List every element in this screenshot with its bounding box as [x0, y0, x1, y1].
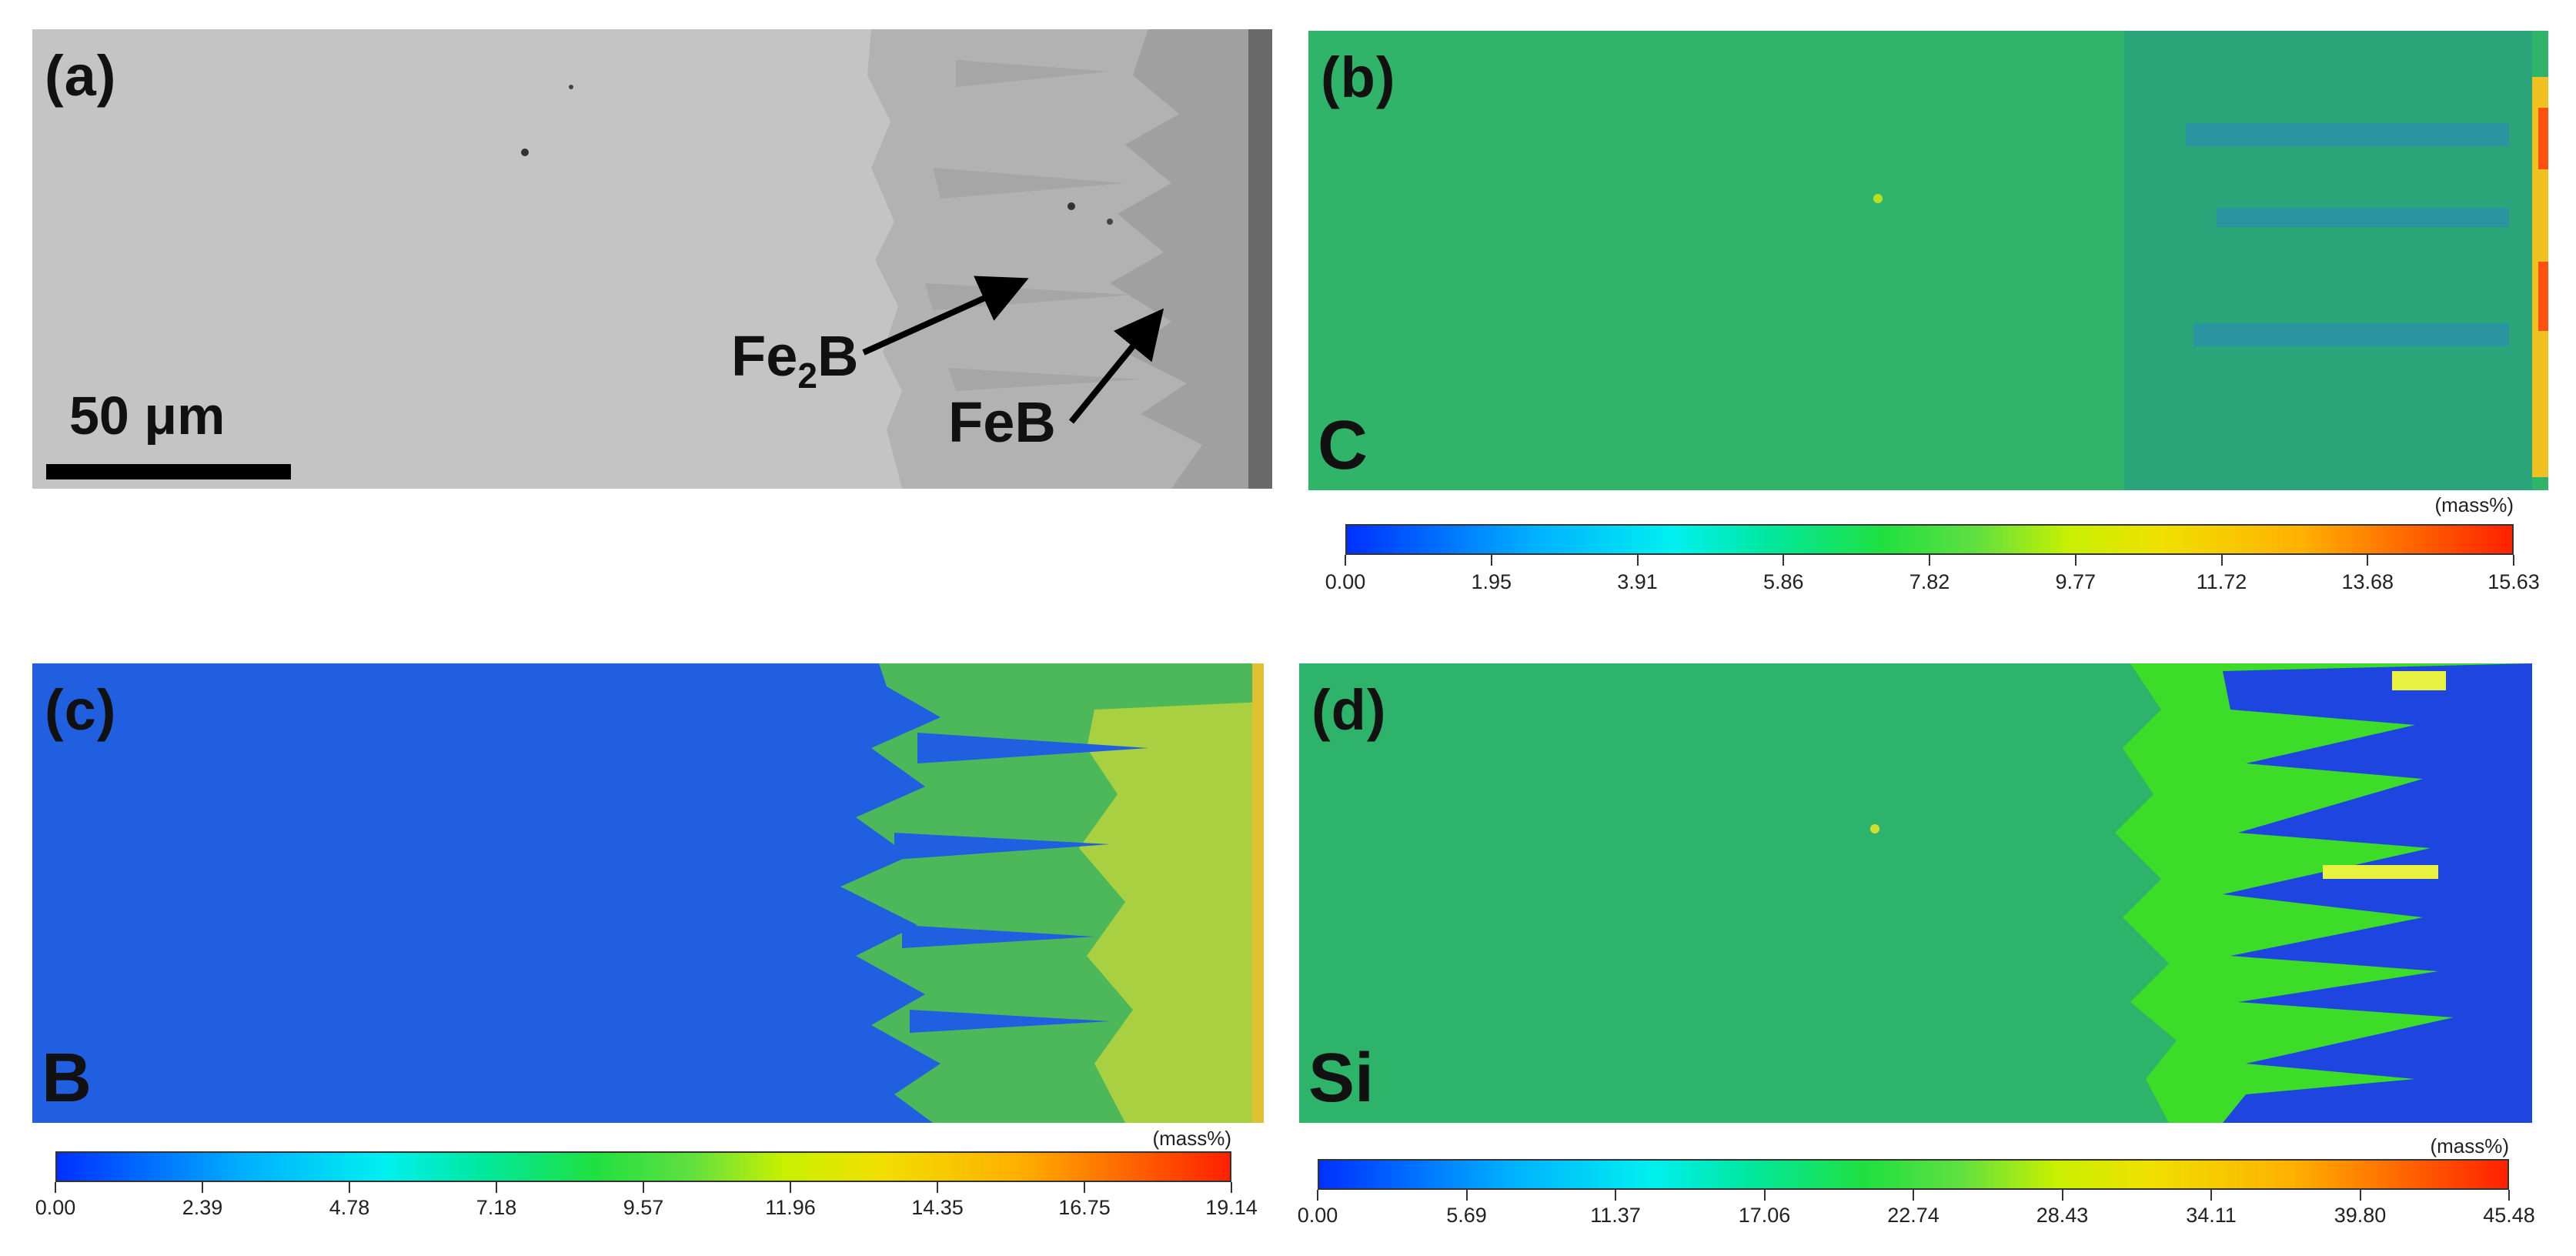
colorbar-tick	[1782, 555, 1785, 566]
colorbar-tick-label: 5.86	[1762, 570, 1804, 593]
boron-map-panel: (c) B	[32, 663, 1264, 1123]
colorbar-tick	[2210, 1190, 2212, 1201]
colorbar-gradient	[1318, 1159, 2509, 1190]
panel-label-d: (d)	[1311, 678, 1387, 742]
colorbar-tick-label: 7.18	[476, 1196, 517, 1219]
colorbar-tick-label: 9.77	[2055, 570, 2097, 593]
colorbar-tick	[2367, 555, 2369, 566]
colorbar-tick	[1465, 1190, 1468, 1201]
colorbar-tick	[2508, 1190, 2510, 1201]
feb-arrow	[1068, 308, 1164, 424]
colorbar-tick-label: 15.63	[2487, 570, 2540, 593]
colorbar-tick-label: 2.39	[182, 1196, 223, 1219]
silicon-colorbar: (mass%) 0.00 5.69 11.37 17.06 22.74 28.43 34.1…	[1298, 1134, 2535, 1227]
colorbar-tick	[1913, 1190, 1914, 1201]
element-label-si: Si	[1308, 1040, 1375, 1117]
panel-label-c: (c)	[45, 678, 117, 742]
colorbar-tick-label: 39.80	[2334, 1204, 2387, 1227]
colorbar-tick	[349, 1182, 350, 1193]
sem-image-panel: (a) 50 μm Fe2B FeB	[32, 29, 1272, 489]
colorbar-unit: (mass%)	[2430, 1134, 2509, 1157]
colorbar-tick	[2061, 1190, 2063, 1201]
colorbar-tick-label: 11.96	[765, 1196, 816, 1219]
colorbar-tick	[790, 1182, 791, 1193]
colorbar-tick-label: 14.35	[911, 1196, 964, 1219]
colorbar-tick	[1615, 1190, 1616, 1201]
colorbar-tick-label: 9.57	[623, 1196, 664, 1219]
colorbar-tick-label: 0.00	[35, 1196, 76, 1219]
colorbar-tick-label: 16.75	[1058, 1196, 1111, 1219]
colorbar-tick	[2074, 555, 2077, 566]
colorbar-tick	[55, 1182, 56, 1193]
sem-image	[32, 29, 1272, 489]
scale-bar	[46, 464, 291, 479]
colorbar-tick-label: 0.00	[1325, 570, 1366, 593]
carbon-colorbar: (mass%) 0.00 1.95 3.91 5.86 7.82 9.77 11.72 13.…	[1325, 493, 2540, 593]
colorbar-tick	[1084, 1182, 1085, 1193]
colorbar-tick	[1929, 555, 1930, 566]
colorbar-tick-label: 3.91	[1617, 570, 1658, 593]
colorbar-tick-label: 19.14	[1205, 1196, 1258, 1219]
colorbar-tick-label: 13.68	[2341, 570, 2394, 593]
carbon-map	[1308, 31, 2548, 490]
colorbar-gradient	[55, 1151, 1231, 1182]
feb-label: FeB	[948, 390, 1056, 454]
colorbar-tick	[2513, 555, 2514, 566]
silicon-map-panel: (d) Si	[1299, 663, 2532, 1123]
carbon-map-panel: (b) C	[1308, 31, 2548, 490]
fe2b-label: Fe2B	[731, 324, 859, 396]
colorbar-tick	[2220, 555, 2223, 566]
colorbar-unit: (mass%)	[2434, 493, 2514, 516]
colorbar-tick-label: 45.48	[2483, 1204, 2535, 1227]
colorbar-tick-label: 5.69	[1446, 1204, 1487, 1227]
colorbar-tick-label: 28.43	[2036, 1204, 2089, 1227]
colorbar-tick	[1636, 555, 1639, 566]
colorbar-gradient	[1345, 524, 2514, 555]
colorbar-tick	[2359, 1190, 2361, 1201]
colorbar-tick-label: 11.37	[1590, 1204, 1641, 1227]
colorbar-tick-label: 0.00	[1297, 1204, 1338, 1227]
colorbar-tick	[1763, 1190, 1766, 1201]
boron-colorbar: (mass%) 0.00 2.39 4.78 7.18 9.57 11.96 14.35 16…	[35, 1127, 1258, 1219]
panel-label-b: (b)	[1321, 45, 1396, 109]
element-label-b: B	[42, 1040, 92, 1117]
phase-arrows	[862, 276, 1164, 424]
silicon-map	[1299, 663, 2532, 1123]
panel-label-a: (a)	[45, 44, 117, 108]
colorbar-tick-label: 4.78	[329, 1196, 370, 1219]
colorbar-tick-label: 22.74	[1887, 1204, 1940, 1227]
element-label-c: C	[1318, 407, 1368, 484]
colorbar-tick	[1345, 555, 1346, 566]
colorbar-unit: (mass%)	[1152, 1127, 1231, 1150]
scale-bar-label: 50 μm	[69, 386, 226, 446]
boron-map	[32, 663, 1264, 1123]
colorbar-tick	[643, 1182, 644, 1193]
colorbar-tick	[1231, 1182, 1232, 1193]
colorbar-tick-label: 1.95	[1471, 570, 1512, 593]
colorbar-tick	[1490, 555, 1492, 566]
colorbar-tick-label: 7.82	[1909, 570, 1950, 593]
colorbar-tick-label: 11.72	[2196, 570, 2247, 593]
colorbar-tick	[937, 1182, 938, 1193]
colorbar-tick-label: 17.06	[1738, 1204, 1791, 1227]
colorbar-tick	[496, 1182, 497, 1193]
colorbar-tick	[202, 1182, 203, 1193]
fe2b-arrow	[862, 276, 1029, 356]
colorbar-tick	[1317, 1190, 1318, 1201]
colorbar-tick-label: 34.11	[2186, 1204, 2237, 1227]
